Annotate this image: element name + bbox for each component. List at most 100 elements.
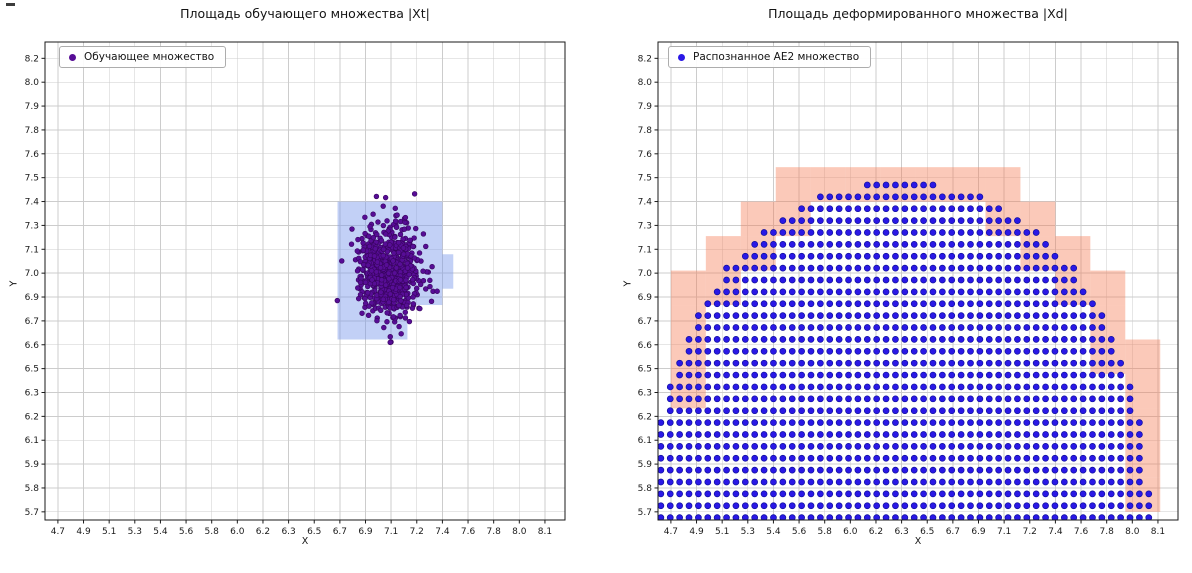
scatter-point <box>1023 383 1031 391</box>
scatter-point <box>1126 490 1134 498</box>
scatter-point <box>1023 300 1031 308</box>
scatter-point <box>713 300 721 308</box>
scatter-point <box>882 217 890 224</box>
scatter-point <box>1042 514 1049 520</box>
scatter-point <box>1042 502 1049 510</box>
scatter-point <box>1079 371 1087 379</box>
scatter-point <box>1107 395 1115 403</box>
x-tick-label: 4.9 <box>76 527 91 537</box>
x-axis-label-deformed: X <box>914 536 922 547</box>
scatter-point <box>779 288 787 296</box>
scatter-point <box>685 442 693 450</box>
scatter-point <box>798 205 805 213</box>
scatter-point <box>1070 371 1078 379</box>
scatter-point <box>957 276 965 284</box>
scatter-point <box>967 419 974 426</box>
scatter-point <box>1051 324 1059 331</box>
boundary-cell <box>1055 270 1091 306</box>
scatter-point <box>741 502 749 510</box>
scatter-point <box>939 347 946 355</box>
scatter-point <box>1126 478 1134 486</box>
scatter-point <box>760 336 768 343</box>
scatter-point <box>798 288 805 296</box>
scatter-point <box>1079 442 1087 450</box>
scatter-point <box>835 502 843 510</box>
scatter-point <box>1042 478 1049 486</box>
scatter-point <box>1145 490 1153 498</box>
scatter-point <box>901 466 909 474</box>
scatter-point <box>365 312 372 319</box>
scatter-point <box>967 383 974 391</box>
scatter-point <box>873 336 881 343</box>
scatter-point <box>882 454 890 462</box>
scatter-point <box>666 419 674 426</box>
scatter-point <box>770 454 777 462</box>
scatter-point <box>892 466 899 474</box>
scatter-point <box>995 359 1003 367</box>
scatter-point <box>826 229 834 236</box>
x-tick-label: 8.0 <box>512 527 527 537</box>
scatter-point <box>995 347 1003 355</box>
scatter-point <box>967 371 974 379</box>
scatter-point <box>901 276 909 284</box>
scatter-point <box>1032 407 1040 415</box>
scatter-point <box>1107 466 1115 474</box>
scatter-point <box>1014 229 1021 236</box>
scatter-point <box>920 217 927 224</box>
scatter-point <box>1004 502 1012 510</box>
scatter-point <box>770 336 777 343</box>
scatter-point <box>1089 336 1096 343</box>
scatter-point <box>1070 454 1078 462</box>
scatter-point <box>779 336 787 343</box>
scatter-point <box>685 478 693 486</box>
scatter-point <box>957 383 965 391</box>
scatter-point <box>380 246 387 253</box>
scatter-point <box>807 442 815 450</box>
scatter-point <box>1004 217 1012 224</box>
scatter-point <box>835 514 843 520</box>
scatter-point <box>1060 490 1068 498</box>
x-tick-label: 5.8 <box>205 527 220 537</box>
scatter-point <box>807 407 815 415</box>
scatter-point <box>882 502 890 510</box>
scatter-point <box>948 336 956 343</box>
scatter-point <box>403 284 409 291</box>
scatter-point <box>845 431 852 438</box>
scatter-point <box>732 395 740 403</box>
scatter-point <box>948 359 956 367</box>
scatter-point <box>1117 478 1124 486</box>
scatter-point <box>901 252 909 260</box>
scatter-point <box>394 212 400 218</box>
x-tick-label: 5.4 <box>153 527 168 537</box>
scatter-point <box>779 454 787 462</box>
scatter-point <box>892 359 899 367</box>
scatter-point <box>845 478 852 486</box>
scatter-point <box>372 246 379 252</box>
scatter-point <box>409 276 416 283</box>
scatter-point <box>873 514 881 520</box>
scatter-point <box>760 241 768 248</box>
scatter-point <box>957 419 965 426</box>
scatter-point <box>695 431 702 438</box>
scatter-point <box>788 324 796 331</box>
scatter-point <box>929 478 937 486</box>
scatter-point <box>713 454 721 462</box>
scatter-point <box>741 252 749 260</box>
scatter-point <box>976 347 984 355</box>
scatter-point <box>995 312 1003 319</box>
scatter-point <box>732 514 740 520</box>
scatter-point <box>770 264 777 272</box>
scatter-point <box>1098 490 1106 498</box>
scatter-point <box>995 466 1003 474</box>
scatter-point <box>873 241 881 248</box>
scatter-point <box>939 241 946 248</box>
scatter-point <box>967 300 974 308</box>
scatter-point <box>967 276 974 284</box>
scatter-point <box>666 466 674 474</box>
scatter-point <box>788 347 796 355</box>
scatter-point <box>957 371 965 379</box>
scatter-point <box>1004 383 1012 391</box>
scatter-point <box>1117 419 1124 426</box>
scatter-point <box>995 205 1003 213</box>
scatter-point <box>676 431 683 438</box>
